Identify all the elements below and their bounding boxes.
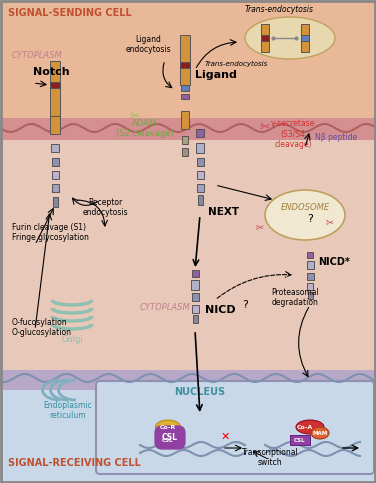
Text: Transcriptional
switch: Transcriptional switch [242,448,299,467]
FancyBboxPatch shape [0,370,376,390]
Bar [193,315,197,323]
Text: ✂: ✂ [326,217,334,227]
Text: Ligand: Ligand [195,70,237,80]
Text: ✂: ✂ [260,120,270,133]
Text: Receptor
endocytosis: Receptor endocytosis [82,198,128,217]
FancyBboxPatch shape [0,0,376,130]
Text: Trans-endocytosis: Trans-endocytosis [205,61,268,67]
Bar [181,85,189,91]
Bar [301,35,309,41]
Text: ✂: ✂ [256,222,264,232]
Bar [180,62,190,68]
Bar [191,280,199,290]
Bar [196,129,204,137]
Bar [261,24,269,52]
Text: CYTOPLASM: CYTOPLASM [12,51,63,60]
Bar [52,184,59,192]
Text: SIGNAL-SENDING CELL: SIGNAL-SENDING CELL [8,8,132,18]
Text: Furin cleavage (S1)
Fringe glycosylation: Furin cleavage (S1) Fringe glycosylation [12,223,89,242]
Ellipse shape [265,190,345,240]
Text: Co-A: Co-A [297,425,313,429]
Text: ✕: ✕ [220,432,230,442]
Text: Proteasomal
degradation: Proteasomal degradation [271,287,319,307]
Bar [306,261,314,269]
Text: ?: ? [242,300,248,310]
Bar [181,94,189,99]
Bar [197,171,203,179]
Text: MAM: MAM [312,430,327,436]
Text: γ-secretase
(S3/S4
cleavage): γ-secretase (S3/S4 cleavage) [271,119,315,149]
Bar [261,35,269,41]
Text: NEXT: NEXT [208,207,239,217]
Text: SIGNAL-RECEIVING CELL: SIGNAL-RECEIVING CELL [8,458,141,468]
Text: CSL: CSL [162,438,174,442]
Text: Ligand
endocytosis: Ligand endocytosis [125,35,171,54]
FancyBboxPatch shape [96,381,374,474]
Bar [50,60,60,115]
Bar [301,24,309,52]
Text: ?: ? [307,214,313,224]
Ellipse shape [156,420,180,434]
Bar [181,111,189,129]
Bar [191,305,199,313]
Bar [307,252,313,258]
Bar [197,195,203,205]
Bar [53,197,58,207]
Ellipse shape [311,427,329,439]
Ellipse shape [245,17,335,59]
Bar [197,184,203,192]
Text: Trans-endocytosis: Trans-endocytosis [245,5,314,14]
Bar [158,435,178,445]
Bar [307,283,313,289]
Text: Golgi: Golgi [61,335,83,344]
FancyBboxPatch shape [0,130,376,380]
Bar [196,143,204,153]
Text: ADAM
(S2 cleavage): ADAM (S2 cleavage) [116,119,174,138]
Text: ENDOSOME: ENDOSOME [280,203,329,212]
Ellipse shape [296,420,324,434]
Bar [290,435,310,445]
Bar [182,148,188,156]
Bar [197,158,203,166]
Bar [50,82,60,88]
Bar [52,158,59,166]
Bar [191,293,199,301]
Text: Co-R: Co-R [160,423,180,432]
Bar [50,116,60,134]
Text: Endoplasmic
reticulum: Endoplasmic reticulum [44,400,92,420]
Bar [52,171,59,179]
Bar [51,144,59,152]
Text: NICD: NICD [205,305,236,315]
Bar [308,292,312,298]
Text: Co-R: Co-R [160,425,176,429]
Text: ✂: ✂ [130,110,140,123]
FancyBboxPatch shape [0,380,376,483]
Text: CSL: CSL [294,438,306,442]
Text: CYTOPLASM: CYTOPLASM [140,303,191,312]
Text: NUCLEUS: NUCLEUS [174,387,226,397]
Text: NICD*: NICD* [318,257,350,267]
Bar [191,270,199,276]
Bar [306,272,314,280]
Bar [182,136,188,144]
Bar [180,35,190,85]
FancyBboxPatch shape [0,118,376,140]
Text: Notch: Notch [33,67,70,77]
Text: O-fucosylation
O-glucosylation: O-fucosylation O-glucosylation [12,318,72,337]
Text: CSL: CSL [162,433,178,442]
Text: Nβ peptide: Nβ peptide [315,133,357,142]
